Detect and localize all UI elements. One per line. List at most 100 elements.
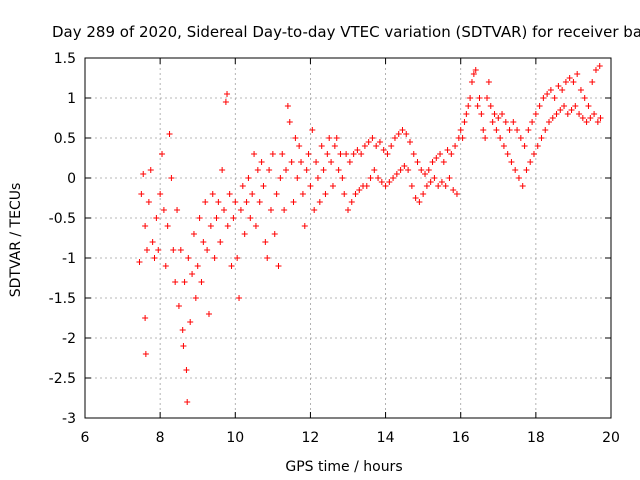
data-point <box>181 279 188 285</box>
y-tick-label: 0.5 <box>54 131 76 147</box>
data-point <box>217 239 224 245</box>
data-point <box>346 159 353 165</box>
x-axis-label: GPS time / hours <box>285 459 402 475</box>
data-point <box>143 247 150 253</box>
data-point <box>354 147 361 153</box>
data-point <box>335 167 342 173</box>
data-point <box>221 207 228 213</box>
data-point <box>170 247 177 253</box>
data-point <box>555 83 562 89</box>
data-point <box>401 163 408 169</box>
data-point <box>337 151 344 157</box>
data-point <box>517 135 524 141</box>
data-point <box>316 199 323 205</box>
data-point <box>585 103 592 109</box>
data-point <box>414 159 421 165</box>
data-point <box>581 95 588 101</box>
y-tick-label: -0.5 <box>49 211 76 227</box>
data-point <box>174 207 181 213</box>
data-point <box>480 127 487 133</box>
data-point <box>136 259 143 265</box>
data-point <box>390 175 397 181</box>
data-point <box>461 119 468 125</box>
data-point <box>452 143 459 149</box>
data-point <box>386 179 393 185</box>
x-tick-label: 18 <box>527 430 545 446</box>
data-point <box>363 183 370 189</box>
data-point <box>294 175 301 181</box>
data-point <box>162 263 169 269</box>
data-point <box>205 311 212 317</box>
data-point <box>579 115 586 121</box>
data-point <box>320 167 327 173</box>
data-point <box>437 151 444 157</box>
data-point <box>140 171 147 177</box>
data-point <box>502 119 509 125</box>
data-point <box>376 139 383 145</box>
data-point <box>478 111 485 117</box>
data-point <box>429 159 436 165</box>
data-point <box>230 215 237 221</box>
data-point <box>187 319 194 325</box>
data-point <box>594 119 601 125</box>
data-point <box>427 179 434 185</box>
data-point <box>343 151 350 157</box>
data-point <box>356 187 363 193</box>
x-tick-label: 12 <box>302 430 320 446</box>
data-point <box>506 127 513 133</box>
data-point <box>184 399 191 405</box>
data-point <box>153 215 160 221</box>
data-point <box>523 167 530 173</box>
data-point <box>142 315 149 321</box>
data-point <box>446 175 453 181</box>
data-point <box>288 159 295 165</box>
data-point <box>499 111 506 117</box>
data-point <box>423 183 430 189</box>
data-point <box>472 67 479 73</box>
data-point <box>485 79 492 85</box>
data-point <box>566 75 573 81</box>
data-point <box>200 239 207 245</box>
data-point <box>412 195 419 201</box>
data-point <box>450 187 457 193</box>
data-point <box>172 279 179 285</box>
data-point <box>388 143 395 149</box>
data-point <box>234 255 241 261</box>
data-point <box>542 127 549 133</box>
data-point <box>284 103 291 109</box>
data-point <box>435 183 442 189</box>
data-point <box>185 255 192 261</box>
data-point <box>155 247 162 253</box>
data-point <box>395 131 402 137</box>
data-point <box>587 115 594 121</box>
data-point <box>384 151 391 157</box>
data-point <box>504 151 511 157</box>
data-point <box>307 183 314 189</box>
data-point <box>440 159 447 165</box>
data-point <box>267 207 274 213</box>
data-point <box>194 263 201 269</box>
x-tick-label: 8 <box>156 430 165 446</box>
data-point <box>361 143 368 149</box>
data-point <box>592 67 599 73</box>
data-point <box>226 191 233 197</box>
data-point <box>228 263 235 269</box>
data-point <box>305 151 312 157</box>
data-point <box>418 167 425 173</box>
data-point <box>521 143 528 149</box>
data-point <box>209 191 216 197</box>
data-point <box>283 167 290 173</box>
data-point <box>591 111 598 117</box>
data-point <box>237 207 244 213</box>
data-point <box>211 255 218 261</box>
data-point <box>538 135 545 141</box>
y-tick-label: -1.5 <box>49 291 76 307</box>
data-point <box>510 119 517 125</box>
data-point <box>269 151 276 157</box>
data-point <box>367 175 374 181</box>
data-point <box>403 131 410 137</box>
data-points <box>136 63 604 405</box>
data-point <box>393 171 400 177</box>
data-point <box>314 175 321 181</box>
